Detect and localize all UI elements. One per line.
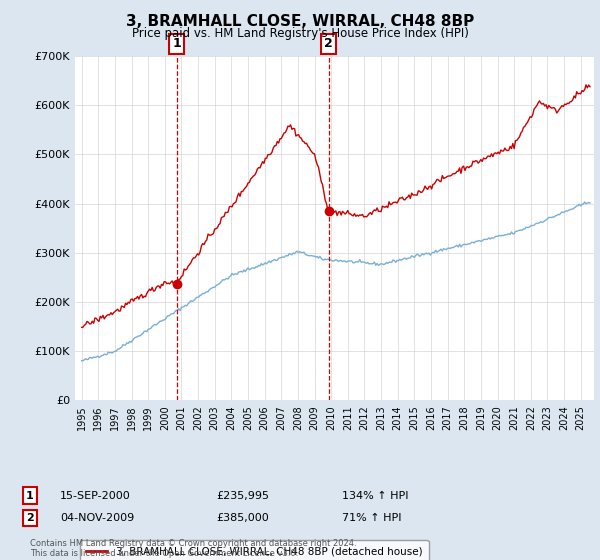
Text: 1: 1	[172, 38, 181, 50]
Text: 2: 2	[26, 513, 34, 523]
Text: 134% ↑ HPI: 134% ↑ HPI	[342, 491, 409, 501]
Text: 2: 2	[324, 38, 333, 50]
Text: 3, BRAMHALL CLOSE, WIRRAL, CH48 8BP: 3, BRAMHALL CLOSE, WIRRAL, CH48 8BP	[126, 14, 474, 29]
Text: 15-SEP-2000: 15-SEP-2000	[60, 491, 131, 501]
Text: 1: 1	[26, 491, 34, 501]
Text: £385,000: £385,000	[216, 513, 269, 523]
Text: 71% ↑ HPI: 71% ↑ HPI	[342, 513, 401, 523]
Text: Contains HM Land Registry data © Crown copyright and database right 2024.
This d: Contains HM Land Registry data © Crown c…	[30, 539, 356, 558]
Legend: 3, BRAMHALL CLOSE, WIRRAL, CH48 8BP (detached house), HPI: Average price, detach: 3, BRAMHALL CLOSE, WIRRAL, CH48 8BP (det…	[80, 540, 428, 560]
Text: £235,995: £235,995	[216, 491, 269, 501]
Text: 04-NOV-2009: 04-NOV-2009	[60, 513, 134, 523]
Text: Price paid vs. HM Land Registry's House Price Index (HPI): Price paid vs. HM Land Registry's House …	[131, 27, 469, 40]
